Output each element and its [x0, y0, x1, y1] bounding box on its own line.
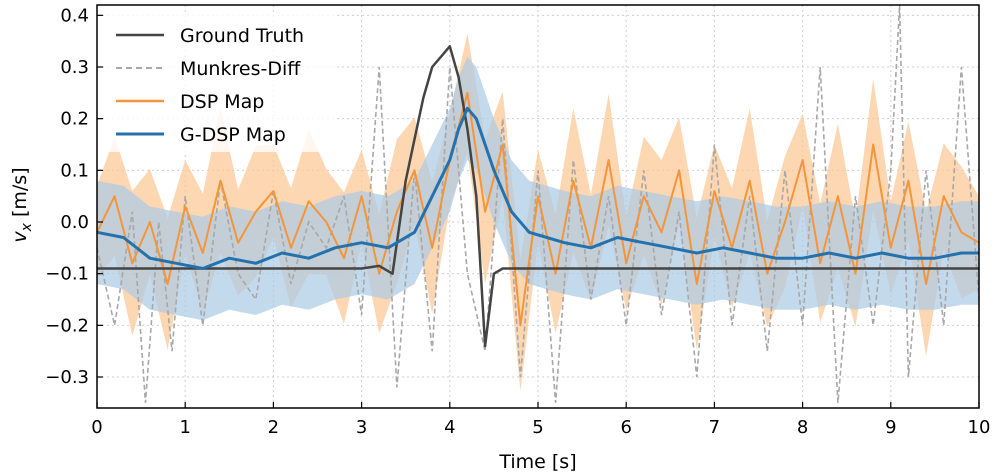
y-tick-label: 0.1 [60, 160, 89, 181]
x-tick-label: 2 [268, 417, 279, 438]
legend: Ground Truth Munkres-Diff DSP Map G-DSP … [104, 14, 336, 152]
y-axis-label-symbol: v [9, 231, 31, 243]
y-axis-label-unit: [m/s] [9, 167, 31, 223]
x-tick-label: 8 [797, 417, 808, 438]
x-tick-label: 3 [356, 417, 367, 438]
y-tick-label: −0.3 [45, 367, 89, 388]
x-tick-label: 9 [885, 417, 896, 438]
x-tick-label: 7 [709, 417, 720, 438]
x-tick-label: 1 [179, 417, 190, 438]
axis-ticks: 0 1 2 3 4 5 6 7 8 9 10 −0.3 −0.2 −0.1 0.0 0.1 0.2 0.3 0.4 [45, 5, 990, 438]
y-axis-label-subscript: x [19, 222, 35, 232]
x-tick-label: 6 [620, 417, 631, 438]
y-tick-label: 0.2 [60, 109, 89, 130]
series-g-dsp-map [96, 106, 979, 270]
y-tick-label: −0.1 [45, 264, 89, 285]
legend-label-munkres-diff: Munkres-Diff [180, 58, 301, 80]
x-axis-label: Time [s] [498, 451, 576, 473]
series-dsp-map [96, 91, 980, 327]
y-tick-label: 0.4 [60, 5, 89, 26]
series-lines [96, 4, 980, 403]
legend-label-ground-truth: Ground Truth [180, 25, 304, 47]
y-tick-label: 0.0 [60, 212, 89, 233]
x-tick-label: 4 [444, 417, 455, 438]
x-tick-label: 5 [532, 417, 543, 438]
series-munkres-diff [96, 4, 980, 403]
y-axis-label: vx [m/s] [9, 167, 35, 242]
legend-label-g-dsp-map: G-DSP Map [180, 124, 286, 146]
y-tick-label: −0.2 [45, 315, 89, 336]
x-tick-label: 0 [91, 417, 102, 438]
x-tick-label: 10 [968, 417, 991, 438]
series-ground-truth [97, 45, 979, 348]
legend-box [104, 14, 336, 152]
legend-label-dsp-map: DSP Map [180, 91, 264, 113]
y-tick-label: 0.3 [60, 57, 89, 78]
